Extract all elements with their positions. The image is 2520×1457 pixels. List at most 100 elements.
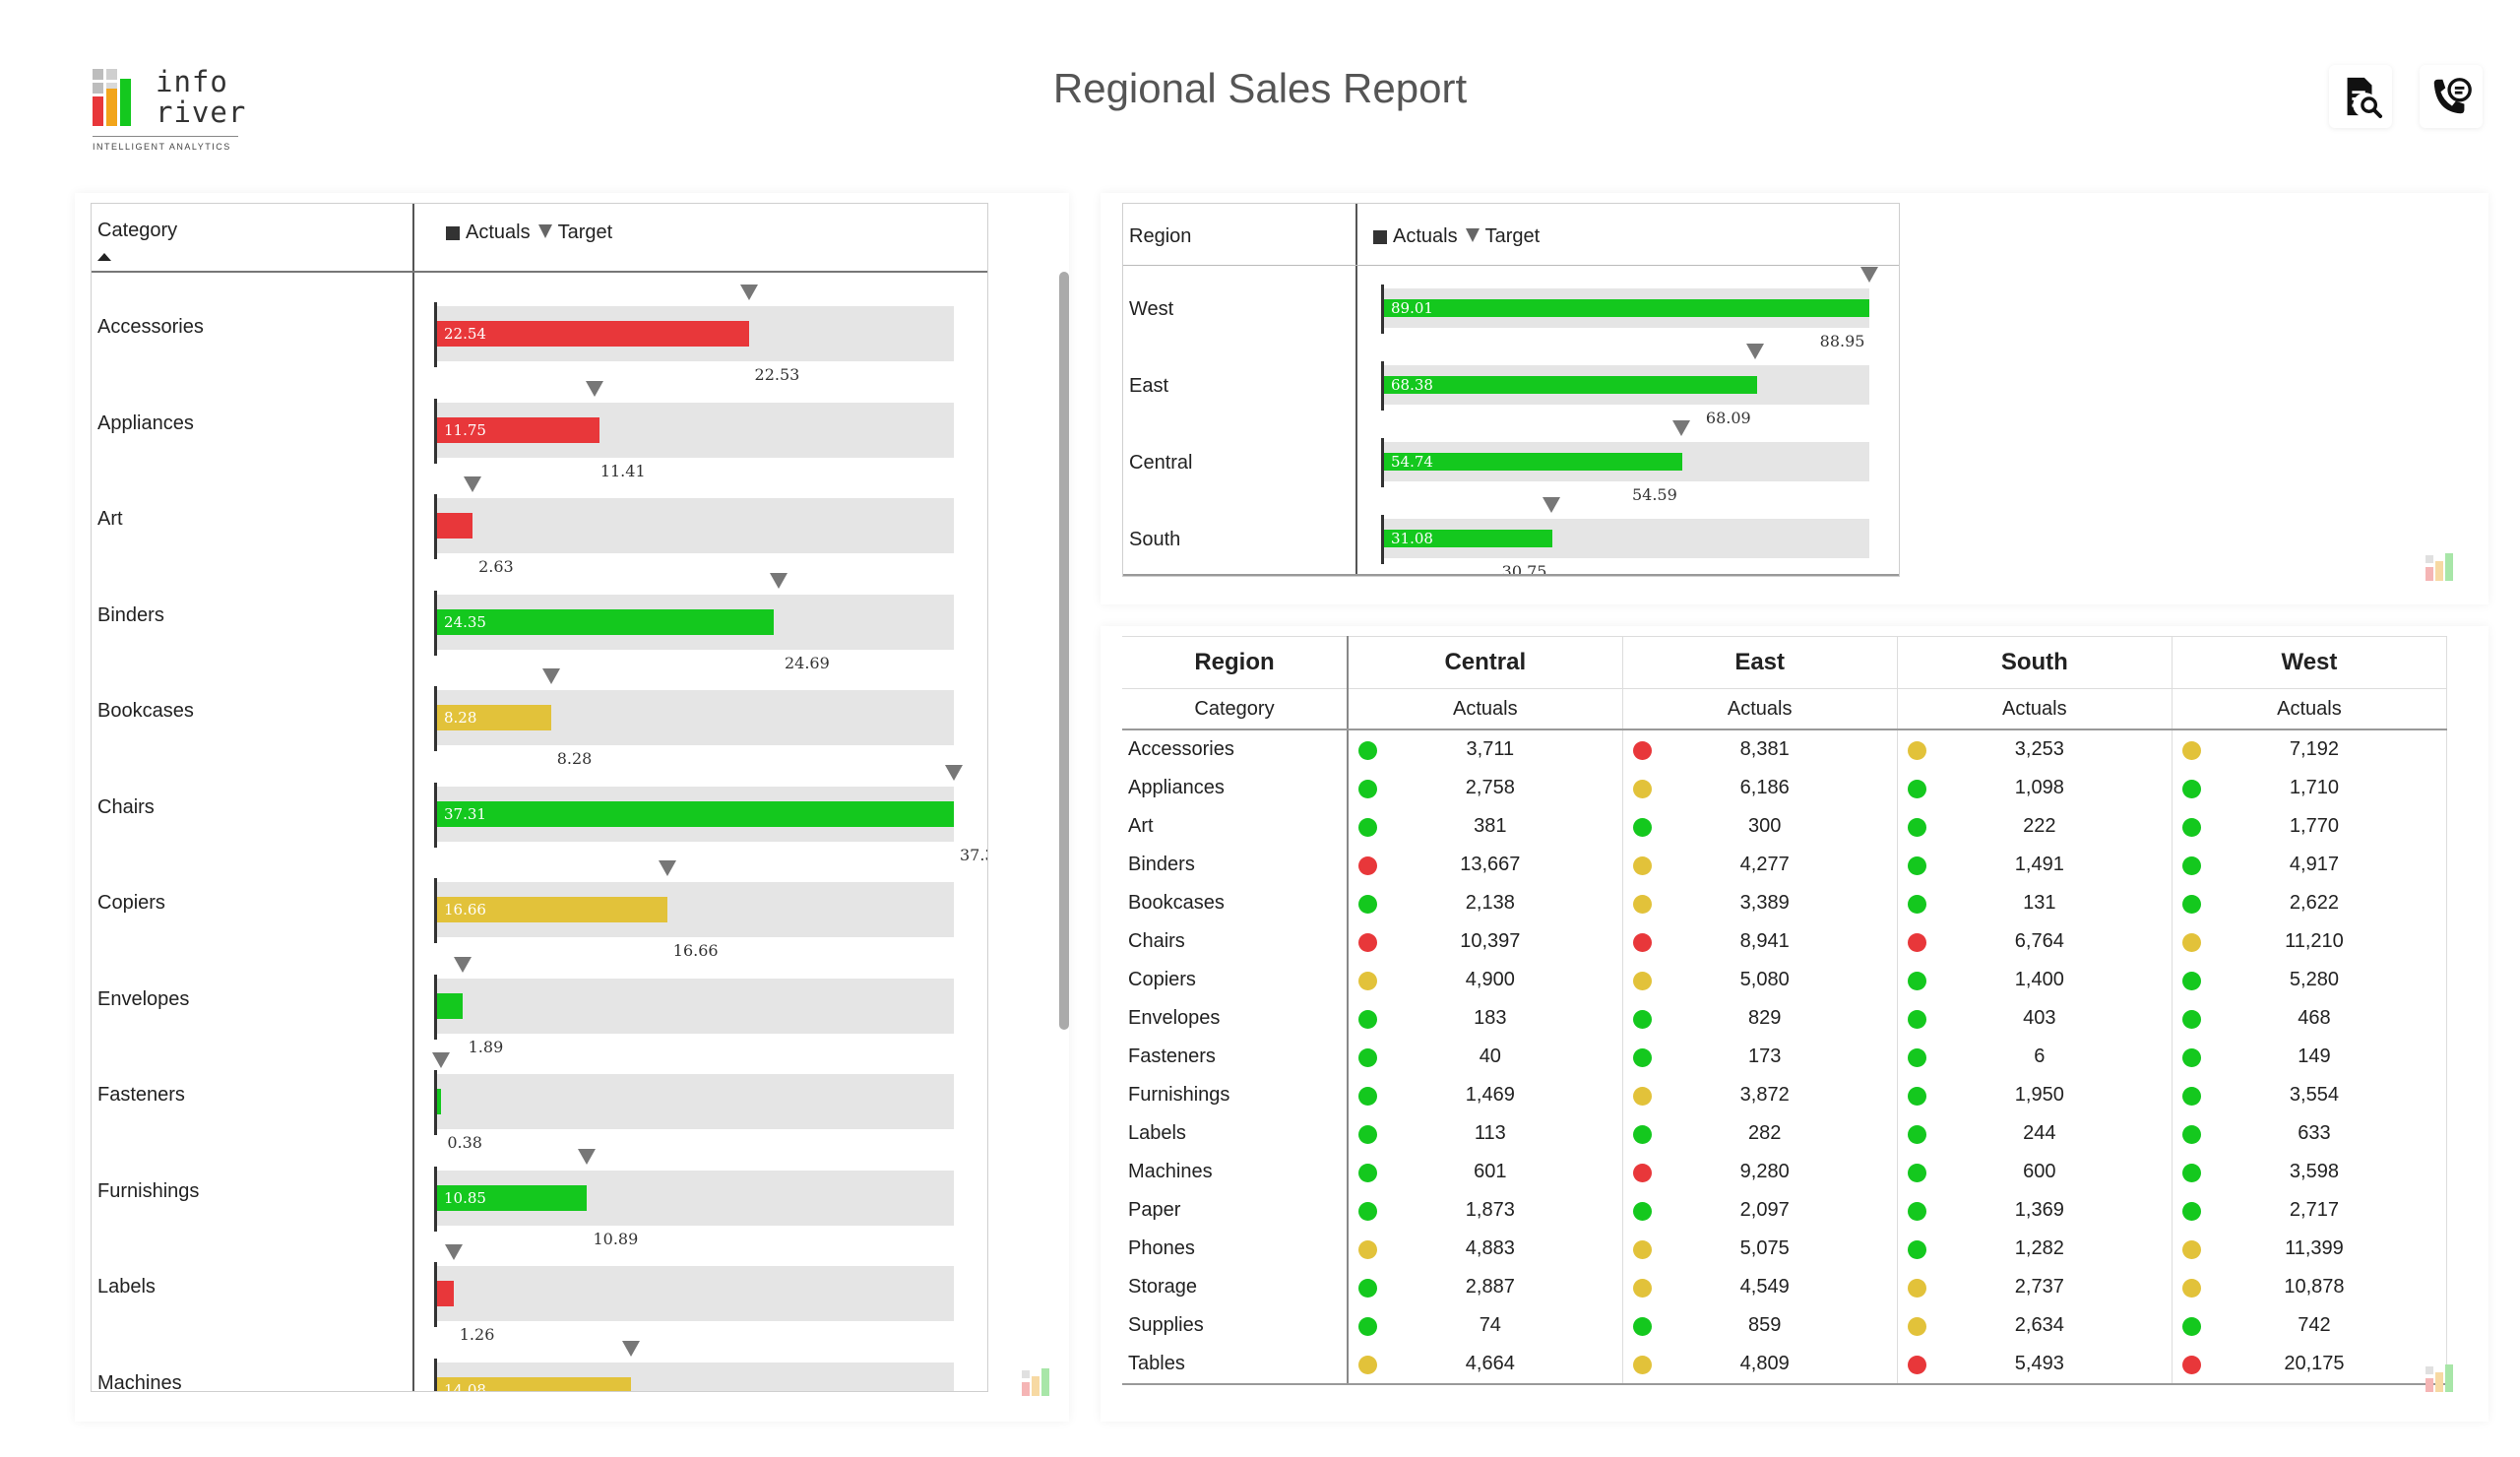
row-category-label[interactable]: Fasteners: [1122, 1038, 1349, 1076]
table-cell[interactable]: 300: [1622, 807, 1898, 846]
table-cell[interactable]: 1,710: [2172, 769, 2448, 807]
table-cell[interactable]: 3,554: [2172, 1076, 2448, 1114]
region-header-central[interactable]: Central: [1348, 636, 1623, 689]
target-marker-appliances[interactable]: [585, 380, 603, 397]
actual-bar-labels[interactable]: [436, 1281, 454, 1306]
category-column-header[interactable]: Category: [97, 220, 178, 241]
table-cell[interactable]: 3,598: [2172, 1153, 2448, 1191]
actual-bar-furnishings[interactable]: [436, 1184, 587, 1211]
target-marker-machines[interactable]: [622, 1340, 641, 1357]
table-cell[interactable]: 468: [2172, 999, 2448, 1038]
table-cell[interactable]: 5,493: [1897, 1345, 2173, 1385]
table-cell[interactable]: 403: [1897, 999, 2173, 1038]
table-cell[interactable]: 10,397: [1348, 922, 1623, 961]
row-category-label[interactable]: Furnishings: [1122, 1076, 1349, 1114]
table-cell[interactable]: 282: [1622, 1114, 1898, 1153]
table-cell[interactable]: 5,080: [1622, 961, 1898, 999]
table-cell[interactable]: 3,253: [1897, 729, 2173, 769]
table-cell[interactable]: 40: [1348, 1038, 1623, 1076]
row-category-label[interactable]: Envelopes: [1122, 999, 1349, 1038]
actual-bar-west[interactable]: [1383, 299, 1869, 317]
region-header-south[interactable]: South: [1897, 636, 2173, 689]
table-cell[interactable]: 601: [1348, 1153, 1623, 1191]
table-cell[interactable]: 2,138: [1348, 884, 1623, 922]
row-category-label[interactable]: Binders: [1122, 846, 1349, 884]
table-cell[interactable]: 4,549: [1622, 1268, 1898, 1306]
table-cell[interactable]: 381: [1348, 807, 1623, 846]
table-cell[interactable]: 633: [2172, 1114, 2448, 1153]
actual-bar-appliances[interactable]: [436, 416, 599, 443]
table-cell[interactable]: 2,097: [1622, 1191, 1898, 1230]
table-cell[interactable]: 1,369: [1897, 1191, 2173, 1230]
target-marker-accessories[interactable]: [739, 285, 758, 300]
table-cell[interactable]: 113: [1348, 1114, 1623, 1153]
measure-header[interactable]: Actuals: [1348, 688, 1623, 730]
target-marker-fasteners[interactable]: [432, 1052, 451, 1068]
row-category-label[interactable]: Labels: [1122, 1114, 1349, 1153]
actual-bar-south[interactable]: [1383, 530, 1553, 547]
row-category-label[interactable]: Paper: [1122, 1191, 1349, 1230]
target-marker-art[interactable]: [464, 476, 482, 492]
row-category-label[interactable]: Supplies: [1122, 1306, 1349, 1345]
row-category-label[interactable]: Appliances: [1122, 769, 1349, 807]
table-cell[interactable]: 600: [1897, 1153, 2173, 1191]
actual-bar-accessories[interactable]: [436, 321, 749, 347]
table-cell[interactable]: 829: [1622, 999, 1898, 1038]
table-cell[interactable]: 859: [1622, 1306, 1898, 1345]
measure-header[interactable]: Actuals: [1622, 688, 1898, 730]
target-marker-chairs[interactable]: [945, 764, 963, 781]
row-category-label[interactable]: Accessories: [1122, 729, 1349, 769]
target-marker-labels[interactable]: [444, 1244, 463, 1260]
row-category-label[interactable]: Tables: [1122, 1345, 1349, 1385]
contact-support-button[interactable]: [2420, 65, 2483, 128]
table-cell[interactable]: 4,809: [1622, 1345, 1898, 1385]
table-cell[interactable]: 2,887: [1348, 1268, 1623, 1306]
table-cell[interactable]: 5,075: [1622, 1230, 1898, 1268]
table-cell[interactable]: 3,389: [1622, 884, 1898, 922]
row-category-label[interactable]: Machines: [1122, 1153, 1349, 1191]
table-cell[interactable]: 1,400: [1897, 961, 2173, 999]
actual-bar-fasteners[interactable]: [436, 1089, 442, 1114]
table-cell[interactable]: 1,469: [1348, 1076, 1623, 1114]
table-cell[interactable]: 4,900: [1348, 961, 1623, 999]
table-cell[interactable]: 1,491: [1897, 846, 2173, 884]
target-marker-east[interactable]: [1745, 344, 1764, 359]
table-cell[interactable]: 2,737: [1897, 1268, 2173, 1306]
row-category-label[interactable]: Storage: [1122, 1268, 1349, 1306]
target-marker-south[interactable]: [1542, 497, 1560, 513]
actual-bar-art[interactable]: [436, 513, 473, 538]
table-cell[interactable]: 74: [1348, 1306, 1623, 1345]
table-cell[interactable]: 10,878: [2172, 1268, 2448, 1306]
row-category-label[interactable]: Chairs: [1122, 922, 1349, 961]
target-marker-west[interactable]: [1859, 267, 1878, 283]
actual-bar-bookcases[interactable]: [436, 705, 551, 730]
actual-bar-envelopes[interactable]: [436, 992, 463, 1019]
table-cell[interactable]: 4,917: [2172, 846, 2448, 884]
sort-ascending-icon[interactable]: [97, 253, 111, 261]
table-cell[interactable]: 222: [1897, 807, 2173, 846]
table-cell[interactable]: 4,277: [1622, 846, 1898, 884]
row-category-label[interactable]: Bookcases: [1122, 884, 1349, 922]
table-cell[interactable]: 8,941: [1622, 922, 1898, 961]
table-cell[interactable]: 11,399: [2172, 1230, 2448, 1268]
actual-bar-binders[interactable]: [436, 608, 775, 635]
table-cell[interactable]: 3,711: [1348, 729, 1623, 769]
table-cell[interactable]: 131: [1897, 884, 2173, 922]
category-chart-scrollbar-thumb[interactable]: [1059, 272, 1069, 1030]
target-marker-bookcases[interactable]: [541, 668, 560, 684]
table-cell[interactable]: 6: [1897, 1038, 2173, 1076]
table-cell[interactable]: 742: [2172, 1306, 2448, 1345]
actual-bar-chairs[interactable]: [436, 800, 954, 827]
target-marker-envelopes[interactable]: [453, 956, 472, 973]
table-cell[interactable]: 13,667: [1348, 846, 1623, 884]
target-marker-binders[interactable]: [769, 572, 788, 589]
table-cell[interactable]: 2,634: [1897, 1306, 2173, 1345]
table-cell[interactable]: 173: [1622, 1038, 1898, 1076]
table-cell[interactable]: 7,192: [2172, 729, 2448, 769]
actual-bar-copiers[interactable]: [436, 897, 667, 922]
table-corner-region[interactable]: Region: [1122, 636, 1349, 689]
actual-bar-machines[interactable]: [436, 1376, 632, 1391]
table-cell[interactable]: 1,950: [1897, 1076, 2173, 1114]
table-cell[interactable]: 2,758: [1348, 769, 1623, 807]
table-cell[interactable]: 6,186: [1622, 769, 1898, 807]
